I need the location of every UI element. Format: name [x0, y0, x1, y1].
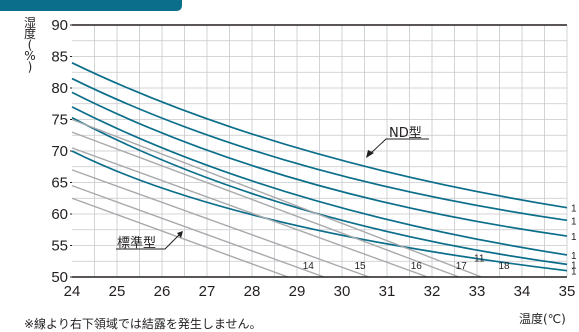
y-tick-label: 90: [51, 17, 68, 34]
y-axis-label-char: 湿: [24, 15, 36, 30]
y-axis-label-char: %: [24, 49, 35, 63]
standard-series-line-9: [71, 169, 370, 278]
line-number-label: 14: [303, 261, 315, 272]
y-tick-label: 50: [51, 269, 68, 286]
line-number-label: 11: [474, 253, 485, 264]
x-tick-label: 35: [559, 283, 576, 300]
nd-series-line-0: [71, 62, 568, 209]
x-tick-label: 28: [244, 283, 261, 300]
standard-series-line-8: [71, 147, 428, 278]
line-number-label: 18: [498, 261, 510, 272]
x-tick-label: 24: [64, 283, 81, 300]
line-number-label: 15: [354, 261, 366, 272]
standard-series-line-11: [71, 197, 289, 278]
line-number-label: 17: [456, 261, 468, 272]
axes: [72, 24, 567, 278]
nd-series-line-2: [71, 91, 568, 237]
x-tick-label: 31: [379, 283, 396, 300]
y-axis-label-char: ): [28, 60, 33, 74]
standard-type-leader: [116, 234, 180, 250]
y-axis-label-char: (: [28, 38, 33, 52]
standard-series-line-6: [71, 118, 482, 278]
x-tick-label: 30: [334, 283, 351, 300]
y-tick-label: 65: [51, 175, 68, 192]
nd-series-end-label: 1: [571, 232, 577, 243]
y-tick-label: 60: [51, 206, 68, 223]
nd-series-line-1: [71, 77, 568, 222]
x-tick-label: 29: [289, 283, 306, 300]
nd-series-line-3: [71, 106, 568, 256]
nd-series-end-label: 1: [571, 251, 577, 262]
x-tick-label: 34: [514, 283, 531, 300]
y-axis-label-char: 度: [24, 26, 36, 41]
footnote: ※線より右下領域では結露を発生しません。: [24, 317, 262, 331]
x-tick-label: 33: [469, 283, 486, 300]
nd-series-end-label: 1: [571, 260, 577, 271]
nd-series-line-5: [71, 150, 568, 272]
y-axis-label: 湿度(%): [24, 15, 36, 74]
nd-type-label: ND型: [389, 126, 422, 141]
nd-type-arrowhead: [366, 150, 374, 158]
nd-type-leader: [369, 138, 429, 155]
nd-series-end-label: 1: [571, 204, 577, 215]
x-tick-label: 25: [109, 283, 126, 300]
header-tab: [0, 0, 182, 11]
standard-series-line-10: [71, 184, 325, 278]
y-tick-label: 75: [51, 112, 68, 129]
nd-series-line-4: [71, 116, 568, 266]
nd-series-end-label: 1: [571, 267, 577, 278]
nd-series-end-label: 1: [571, 216, 577, 227]
tick-labels: 50 55 60 65 70 75 80 85 90 24 25 26 27 28 29 30 31 32 33 34…: [51, 17, 575, 300]
standard-type-arrowhead: [177, 231, 183, 238]
x-tick-label: 32: [424, 283, 441, 300]
y-tick-label: 85: [51, 49, 68, 66]
y-tick-label: 70: [51, 143, 68, 160]
x-tick-label: 26: [154, 283, 171, 300]
line-number-label: 16: [411, 261, 423, 272]
x-axis-label: 温度(℃): [519, 311, 566, 326]
y-tick-label: 80: [51, 80, 68, 97]
standard-series-line-7: [71, 131, 460, 278]
standard-type-label: 標準型: [117, 235, 156, 251]
x-tick-label: 27: [199, 283, 216, 300]
y-tick-label: 55: [51, 238, 68, 255]
